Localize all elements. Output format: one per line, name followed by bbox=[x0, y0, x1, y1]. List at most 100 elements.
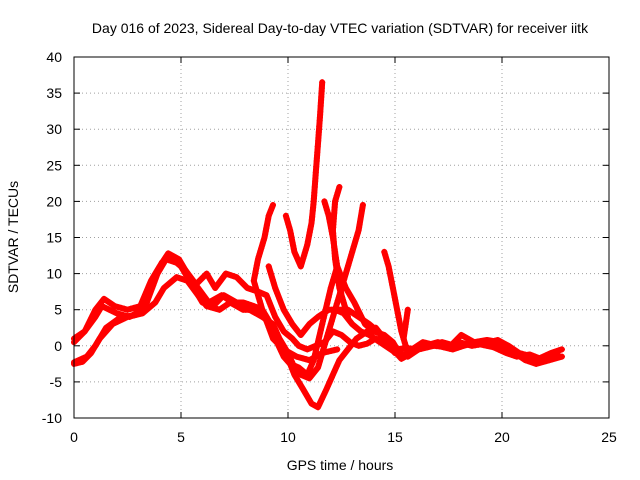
data-point bbox=[259, 306, 266, 313]
data-point bbox=[324, 300, 331, 307]
x-tick-label: 10 bbox=[280, 429, 296, 445]
data-point bbox=[441, 341, 448, 347]
data-point bbox=[312, 342, 319, 349]
data-point bbox=[333, 192, 340, 199]
data-point bbox=[268, 274, 275, 281]
data-point bbox=[121, 305, 128, 312]
data-point bbox=[316, 358, 323, 365]
data-point bbox=[259, 242, 266, 249]
data-point bbox=[269, 332, 275, 339]
data-point bbox=[304, 371, 311, 378]
data-point bbox=[269, 276, 276, 283]
data-point bbox=[137, 303, 144, 310]
data-point bbox=[400, 351, 407, 358]
data-point bbox=[256, 250, 263, 257]
y-tick-label: 15 bbox=[46, 230, 62, 246]
data-point bbox=[340, 299, 347, 306]
y-tick-label: -5 bbox=[50, 374, 63, 390]
data-point bbox=[321, 198, 328, 205]
data-point bbox=[266, 326, 273, 333]
data-point bbox=[225, 271, 232, 278]
data-point bbox=[383, 254, 389, 261]
data-point bbox=[292, 251, 299, 258]
data-point bbox=[350, 243, 357, 250]
y-tick-label: 20 bbox=[46, 193, 62, 209]
data-point bbox=[134, 304, 141, 310]
data-point bbox=[323, 207, 330, 214]
data-point bbox=[322, 201, 329, 208]
data-point bbox=[278, 301, 285, 308]
data-point bbox=[304, 346, 311, 353]
data-point bbox=[348, 251, 355, 258]
data-point bbox=[355, 227, 362, 234]
data-point bbox=[305, 368, 312, 375]
data-point bbox=[333, 300, 340, 307]
data-point bbox=[143, 289, 150, 296]
data-point bbox=[332, 195, 339, 202]
data-point bbox=[522, 357, 529, 364]
y-tick-label: 10 bbox=[46, 266, 62, 282]
y-tick-label: 35 bbox=[46, 85, 62, 101]
data-point bbox=[264, 295, 271, 301]
data-point bbox=[310, 344, 316, 350]
data-point bbox=[487, 343, 494, 350]
data-point bbox=[260, 309, 267, 316]
data-point bbox=[324, 383, 331, 390]
data-point bbox=[301, 252, 308, 259]
data-point bbox=[260, 291, 267, 298]
data-point bbox=[270, 308, 276, 315]
data-point bbox=[111, 303, 118, 310]
data-point bbox=[146, 280, 153, 287]
data-point bbox=[400, 335, 407, 342]
data-point bbox=[285, 221, 292, 228]
data-point bbox=[81, 328, 88, 335]
data-point bbox=[350, 246, 356, 253]
data-point bbox=[326, 291, 333, 298]
data-point bbox=[343, 267, 350, 274]
data-point bbox=[311, 402, 318, 409]
data-point bbox=[302, 247, 309, 254]
x-tick-label: 0 bbox=[70, 429, 78, 445]
data-point bbox=[279, 304, 286, 310]
data-point bbox=[533, 360, 540, 367]
data-point bbox=[434, 339, 441, 346]
data-point bbox=[254, 289, 261, 296]
data-point bbox=[176, 275, 183, 282]
data-point bbox=[331, 368, 338, 375]
data-point bbox=[346, 257, 353, 264]
data-point bbox=[503, 350, 510, 356]
data-point bbox=[308, 400, 315, 407]
data-point bbox=[332, 365, 339, 372]
data-point bbox=[534, 354, 541, 361]
data-point bbox=[272, 285, 279, 291]
data-point bbox=[325, 294, 332, 301]
data-point bbox=[275, 293, 282, 300]
data-point bbox=[286, 358, 293, 365]
data-point bbox=[344, 265, 351, 272]
data-point bbox=[526, 351, 533, 358]
data-point bbox=[213, 305, 220, 312]
data-point bbox=[329, 371, 336, 378]
data-point bbox=[248, 302, 255, 309]
data-point bbox=[127, 305, 134, 312]
data-point bbox=[282, 212, 289, 219]
data-point bbox=[332, 303, 339, 310]
data-point bbox=[536, 359, 543, 366]
data-point bbox=[307, 345, 314, 352]
data-point bbox=[315, 341, 322, 348]
data-point bbox=[389, 281, 396, 288]
y-tick-label: 0 bbox=[54, 338, 62, 354]
data-point bbox=[255, 292, 261, 299]
data-point bbox=[318, 324, 325, 331]
data-point bbox=[273, 287, 280, 294]
data-point bbox=[335, 360, 342, 367]
data-point bbox=[320, 318, 326, 325]
data-point bbox=[431, 340, 438, 347]
data-point bbox=[330, 312, 337, 319]
data-point bbox=[286, 224, 293, 231]
data-point bbox=[245, 301, 252, 308]
data-point bbox=[422, 342, 428, 349]
data-point bbox=[250, 303, 257, 310]
